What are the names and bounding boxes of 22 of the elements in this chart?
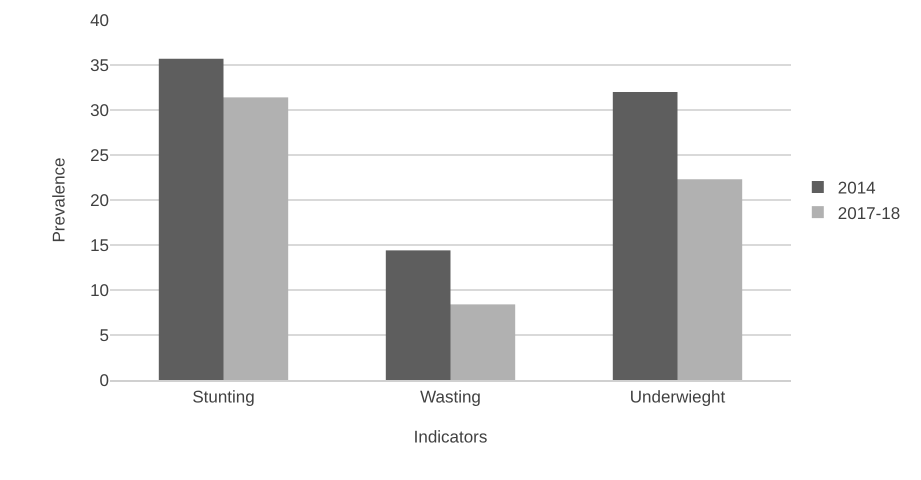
bar (612, 92, 678, 380)
y-tick-label: 15 (90, 236, 109, 255)
y-axis-title: Prevalence (50, 157, 69, 243)
x-tick-label: Stunting (192, 387, 255, 406)
y-tick-label: 0 (100, 370, 109, 390)
x-tick-label: Wasting (420, 387, 481, 406)
y-tick-label: 20 (90, 190, 109, 210)
bar (386, 250, 450, 380)
bar (450, 304, 516, 380)
x-tick-label: Underwieght (630, 387, 726, 406)
x-axis-title: Indicators (414, 427, 488, 446)
legend-label: 2017-18 (838, 204, 900, 223)
y-tick-label: 30 (90, 100, 109, 120)
legend-label: 2014 (838, 178, 876, 198)
bar (224, 97, 288, 380)
y-tick-label: 35 (90, 56, 109, 75)
y-tick-label: 10 (90, 280, 109, 300)
y-tick-label: 40 (90, 10, 109, 30)
bar (678, 179, 742, 380)
y-tick-label: 5 (100, 326, 109, 345)
bar (158, 58, 224, 380)
y-tick-label: 25 (90, 146, 109, 165)
